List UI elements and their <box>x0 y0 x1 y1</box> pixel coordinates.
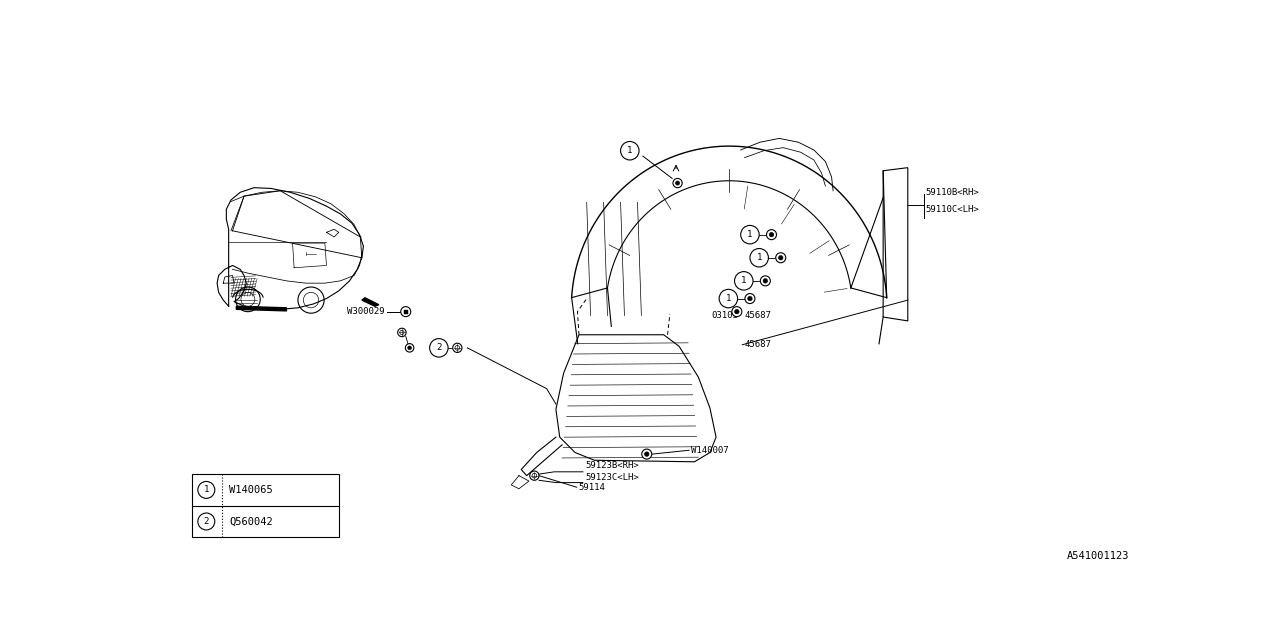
Text: 59114: 59114 <box>579 483 605 493</box>
Text: 45687: 45687 <box>745 311 772 320</box>
Bar <box>192 474 339 537</box>
Circle shape <box>763 278 768 283</box>
Text: A541001123: A541001123 <box>1068 551 1129 561</box>
Text: 0310S: 0310S <box>712 311 739 320</box>
Text: 2: 2 <box>204 517 209 526</box>
Text: W140007: W140007 <box>691 445 728 455</box>
Circle shape <box>641 449 652 459</box>
Circle shape <box>741 225 759 244</box>
Circle shape <box>198 513 215 530</box>
Circle shape <box>767 230 777 239</box>
Text: 2: 2 <box>436 343 442 353</box>
Circle shape <box>769 232 773 237</box>
Text: 1: 1 <box>726 294 731 303</box>
Text: 59110C<LH>: 59110C<LH> <box>925 205 979 214</box>
Circle shape <box>453 343 462 353</box>
Text: 59123C<LH>: 59123C<LH> <box>585 473 639 482</box>
Circle shape <box>776 253 786 263</box>
Circle shape <box>735 309 739 314</box>
Circle shape <box>408 346 411 349</box>
Circle shape <box>430 339 448 357</box>
Text: W140065: W140065 <box>229 485 273 495</box>
Circle shape <box>778 255 783 260</box>
Text: 45687: 45687 <box>745 340 772 349</box>
Circle shape <box>530 471 539 480</box>
Circle shape <box>745 294 755 303</box>
Polygon shape <box>362 298 379 307</box>
Text: 1: 1 <box>204 485 209 495</box>
Circle shape <box>735 271 753 290</box>
Text: W300029: W300029 <box>347 307 385 316</box>
Polygon shape <box>237 307 287 311</box>
Text: 1: 1 <box>756 253 762 262</box>
Text: 1: 1 <box>627 146 632 156</box>
Text: 59123B<RH>: 59123B<RH> <box>585 461 639 470</box>
Circle shape <box>401 307 411 317</box>
Text: 1: 1 <box>748 230 753 239</box>
Circle shape <box>748 296 753 301</box>
Text: 59110B<RH>: 59110B<RH> <box>925 188 979 197</box>
Circle shape <box>676 181 680 185</box>
Circle shape <box>645 452 649 456</box>
Circle shape <box>750 248 768 267</box>
Text: 1: 1 <box>741 276 746 285</box>
Circle shape <box>673 179 682 188</box>
Circle shape <box>732 307 742 317</box>
Circle shape <box>198 481 215 499</box>
Circle shape <box>719 289 737 308</box>
Text: Q560042: Q560042 <box>229 516 273 527</box>
Bar <box>403 310 408 314</box>
Circle shape <box>406 344 413 352</box>
Circle shape <box>621 141 639 160</box>
Circle shape <box>398 328 406 337</box>
Circle shape <box>760 276 771 286</box>
